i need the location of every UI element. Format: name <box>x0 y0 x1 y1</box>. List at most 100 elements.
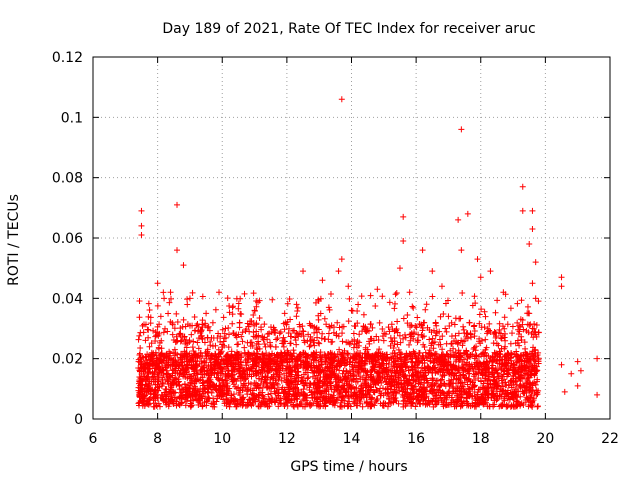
data-point <box>295 369 302 376</box>
y-tick-label: 0.08 <box>52 171 83 187</box>
data-point <box>231 351 238 358</box>
data-point <box>239 399 246 406</box>
data-point <box>294 381 301 388</box>
data-point <box>389 350 396 357</box>
data-point <box>203 310 210 317</box>
data-point <box>189 344 196 351</box>
data-point <box>267 376 274 383</box>
data-point <box>493 369 500 376</box>
data-point <box>390 345 397 352</box>
data-point <box>164 367 171 374</box>
data-point <box>291 366 298 373</box>
data-point <box>183 356 190 363</box>
data-point <box>274 335 281 342</box>
data-point <box>158 351 165 358</box>
data-point <box>368 383 375 390</box>
data-point <box>408 322 415 329</box>
data-point <box>437 387 444 394</box>
data-point <box>338 256 345 263</box>
data-point <box>459 402 466 409</box>
data-point <box>488 387 495 394</box>
data-point <box>257 389 264 396</box>
data-point <box>255 341 262 348</box>
data-point <box>533 387 540 394</box>
data-point <box>486 403 493 410</box>
data-point <box>400 238 407 245</box>
data-point <box>272 367 279 374</box>
data-point <box>381 369 388 376</box>
data-point <box>328 382 335 389</box>
data-point <box>418 322 425 329</box>
data-point <box>523 376 530 383</box>
data-point <box>220 357 227 364</box>
data-point <box>287 340 294 347</box>
data-point <box>193 322 200 329</box>
data-point <box>535 358 542 365</box>
data-point <box>439 346 446 353</box>
data-point <box>244 339 251 346</box>
data-point <box>353 375 360 382</box>
data-point <box>247 318 254 325</box>
data-point <box>445 389 452 396</box>
data-point <box>200 380 207 387</box>
data-point <box>454 401 461 408</box>
data-point <box>304 399 311 406</box>
data-point <box>384 373 391 380</box>
data-point <box>370 388 377 395</box>
data-point <box>458 247 465 254</box>
data-point <box>258 399 265 406</box>
data-point <box>491 401 498 408</box>
data-point <box>156 339 163 346</box>
data-point <box>392 291 399 298</box>
data-point <box>535 329 542 336</box>
data-point <box>147 394 154 401</box>
data-point <box>479 367 486 374</box>
data-point <box>245 355 252 362</box>
data-point <box>221 330 228 337</box>
data-point <box>257 380 264 387</box>
data-point <box>336 324 343 331</box>
data-point <box>499 402 506 409</box>
data-point <box>382 390 389 397</box>
data-point <box>250 311 257 318</box>
data-point <box>525 403 532 410</box>
data-point <box>494 360 501 367</box>
data-point <box>165 361 172 368</box>
data-point <box>177 350 184 357</box>
data-point <box>513 388 520 395</box>
data-point <box>215 375 222 382</box>
data-point <box>413 324 420 331</box>
data-point <box>178 400 185 407</box>
data-point <box>391 300 398 307</box>
data-point <box>408 358 415 365</box>
data-point <box>205 394 212 401</box>
data-point <box>558 274 565 281</box>
data-point <box>482 364 489 371</box>
x-tick-label: 14 <box>343 431 361 447</box>
data-point <box>290 402 297 409</box>
data-point <box>408 399 415 406</box>
data-point <box>525 374 532 381</box>
data-point <box>157 365 164 372</box>
data-point <box>410 377 417 384</box>
data-point <box>415 331 422 338</box>
data-point <box>237 377 244 384</box>
data-point <box>188 402 195 409</box>
data-point <box>303 382 310 389</box>
data-point <box>502 337 509 344</box>
data-point <box>309 394 316 401</box>
data-point <box>288 378 295 385</box>
data-point <box>492 334 499 341</box>
data-point <box>314 385 321 392</box>
data-point <box>220 390 227 397</box>
chart-title: Day 189 of 2021, Rate Of TEC Index for r… <box>162 21 535 37</box>
data-point <box>367 402 374 409</box>
data-point <box>250 363 257 370</box>
data-point <box>435 341 442 348</box>
data-point <box>503 363 510 370</box>
data-point <box>266 352 273 359</box>
data-point <box>256 345 263 352</box>
data-point <box>252 333 259 340</box>
data-point <box>398 358 405 365</box>
data-point <box>430 403 437 410</box>
